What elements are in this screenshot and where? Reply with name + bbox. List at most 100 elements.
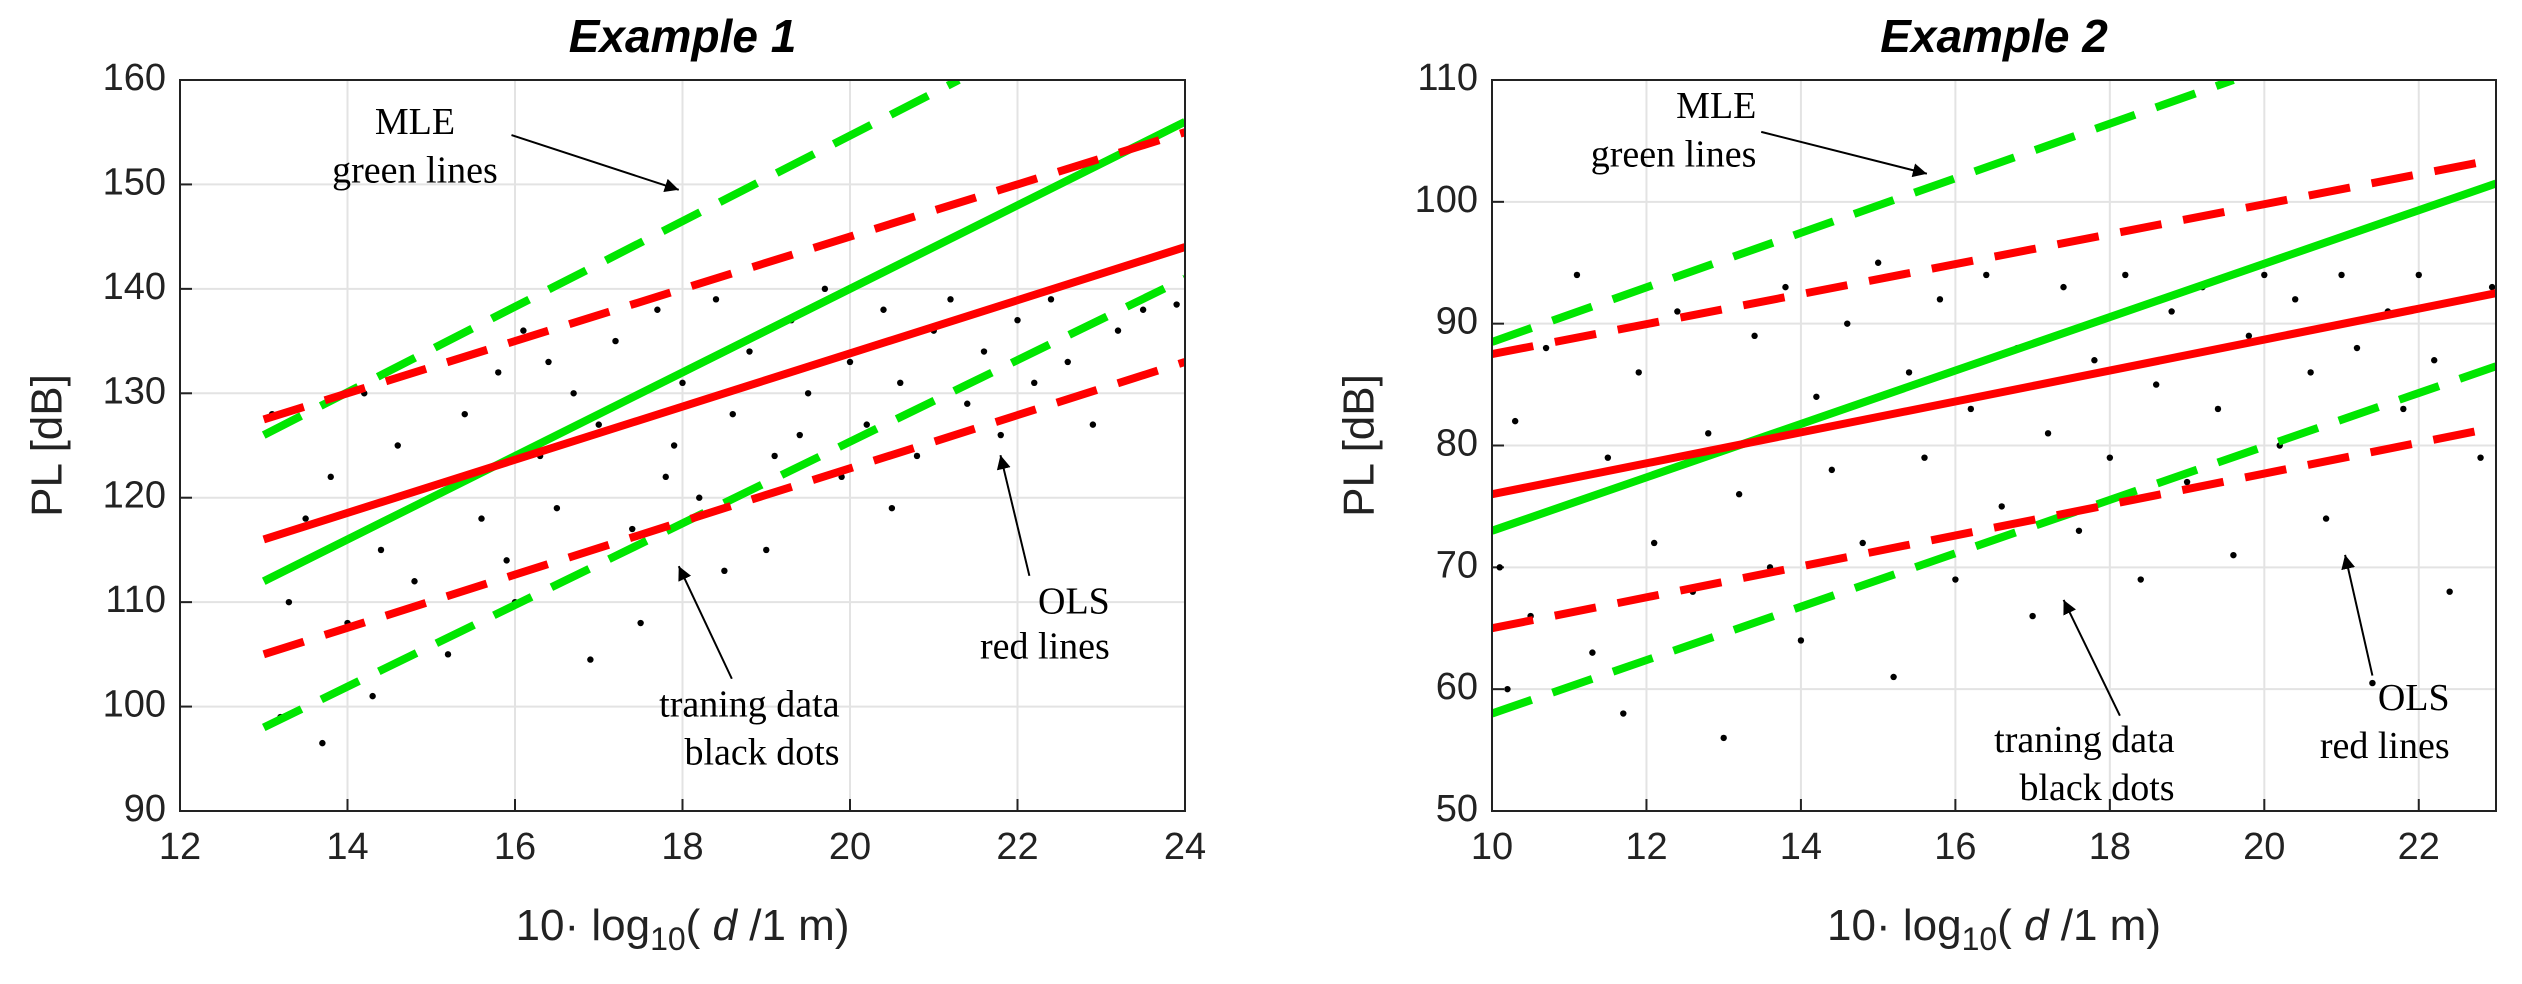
scatter-dot: [377, 546, 385, 554]
scatter-dot: [461, 410, 468, 418]
annotation-arrow: [2062, 599, 2121, 717]
scatter-dot: [2338, 271, 2345, 279]
scatter-dot: [2029, 612, 2036, 620]
chart-panel: 12 14 16 18 20 22 24 90 100 110 120 130 140 150 160 MLE…: [23, 10, 1207, 957]
scatter-dot: [2245, 332, 2253, 340]
annotation-arrow: [1760, 130, 1928, 178]
scatter-dot: [654, 306, 661, 313]
x-tick-label: 16: [494, 826, 536, 868]
x-axis-label-part: d: [713, 901, 739, 950]
y-tick-label: 80: [1436, 423, 1478, 465]
scatter-dot: [319, 739, 326, 747]
chart-title: Example 2: [1880, 10, 2108, 62]
y-tick-label: 140: [103, 266, 166, 308]
scatter-dot: [897, 379, 904, 387]
fit-line: [1492, 289, 2496, 499]
scatter-dot: [545, 358, 552, 366]
scatter-dot: [553, 504, 561, 512]
scatter-dot: [1921, 454, 1928, 461]
y-tick-label: 130: [103, 370, 166, 412]
x-tick-label: 22: [996, 826, 1038, 868]
dashed-line: [262, 128, 1185, 424]
scatter-dot: [2091, 357, 2098, 364]
x-axis-label-part: 10· log: [516, 901, 651, 950]
x-axis-label: 10· log10( d /1 m): [1827, 901, 2161, 958]
scatter-dot: [1635, 369, 1642, 376]
scatter-dot: [2122, 271, 2129, 279]
annotation: black dots: [684, 732, 839, 774]
scatter-dot: [888, 504, 896, 512]
x-tick-label: 20: [2243, 826, 2285, 868]
scatter-dot: [2168, 308, 2175, 315]
scatter-dot: [394, 442, 401, 449]
x-tick-label: 22: [2398, 826, 2440, 868]
scatter-dot: [1031, 379, 1038, 387]
scatter-dot: [1573, 271, 1581, 279]
scatter-dot: [503, 557, 510, 564]
scatter-dot: [863, 421, 870, 428]
scatter-dot: [595, 421, 602, 428]
y-tick-label: 120: [103, 475, 166, 517]
scatter-dot: [670, 442, 678, 449]
scatter-dot: [369, 692, 376, 700]
scatter-dot: [1496, 564, 1503, 571]
scatter-dot: [2183, 478, 2191, 486]
scatter-dot: [444, 651, 452, 658]
scatter-dot: [629, 525, 636, 533]
scatter-dot: [1542, 344, 1550, 352]
scatter-dot: [1511, 417, 1519, 425]
scatter-dot: [696, 494, 703, 501]
scatter-dot: [1504, 685, 1511, 693]
scatter-dot: [721, 567, 728, 575]
scatter-dot: [746, 348, 753, 355]
scatter-dot: [411, 578, 418, 585]
x-axis-label-part: (: [686, 901, 713, 950]
scatter-dot: [1064, 358, 1071, 366]
y-axis-label: PL [dB]: [23, 374, 72, 517]
scatter-dot: [1720, 734, 1727, 742]
scatter-dot: [2431, 357, 2438, 364]
scatter-dot: [637, 619, 644, 627]
scatter-dot: [880, 306, 887, 313]
scatter-dot: [1589, 649, 1596, 656]
scatter-dot: [612, 337, 619, 345]
scatter-dot: [2369, 679, 2376, 687]
scatter-dot: [2292, 296, 2299, 303]
scatter-dot: [1936, 296, 1944, 303]
chart-title: Example 1: [569, 10, 797, 62]
scatter-dot: [1620, 710, 1627, 717]
scatter-dot: [1604, 454, 1612, 461]
scatter-dot: [2400, 405, 2407, 413]
annotation-arrow: [2341, 554, 2374, 676]
x-tick-label: 12: [159, 826, 201, 868]
scatter-dot: [763, 546, 770, 554]
annotation: traning data: [659, 683, 840, 725]
annotation: black dots: [2019, 767, 2174, 809]
scatter-dot: [1890, 673, 1897, 681]
dashed-line: [1492, 362, 2496, 718]
scatter-dot: [285, 598, 293, 606]
dashed-line: [261, 274, 1185, 732]
scatter-dot: [1813, 393, 1820, 400]
scatter-dot: [1173, 301, 1180, 308]
x-axis-label-part: d: [2024, 901, 2050, 950]
scatter-dot: [2075, 527, 2083, 534]
scatter-dot: [1874, 259, 1882, 266]
x-axis-label-part: 10: [650, 921, 686, 957]
scatter-dot: [2307, 369, 2314, 376]
scatter-dot: [1859, 539, 1866, 547]
y-tick-label: 150: [103, 161, 166, 203]
dashed-line: [262, 358, 1185, 659]
scatter-dot: [662, 473, 669, 481]
marks: [261, 80, 1185, 747]
dashed-line: [261, 80, 961, 439]
x-axis-label-part: /1 m): [2049, 901, 2161, 950]
scatter-dot: [2044, 430, 2052, 437]
scatter-dot: [2230, 551, 2237, 559]
scatter-dot: [520, 327, 527, 334]
scatter-dot: [997, 431, 1004, 439]
annotation-arrow: [677, 565, 733, 680]
y-tick-label: 110: [1417, 57, 1478, 99]
x-tick-label: 18: [661, 826, 703, 868]
scatter-dot: [2106, 454, 2114, 461]
